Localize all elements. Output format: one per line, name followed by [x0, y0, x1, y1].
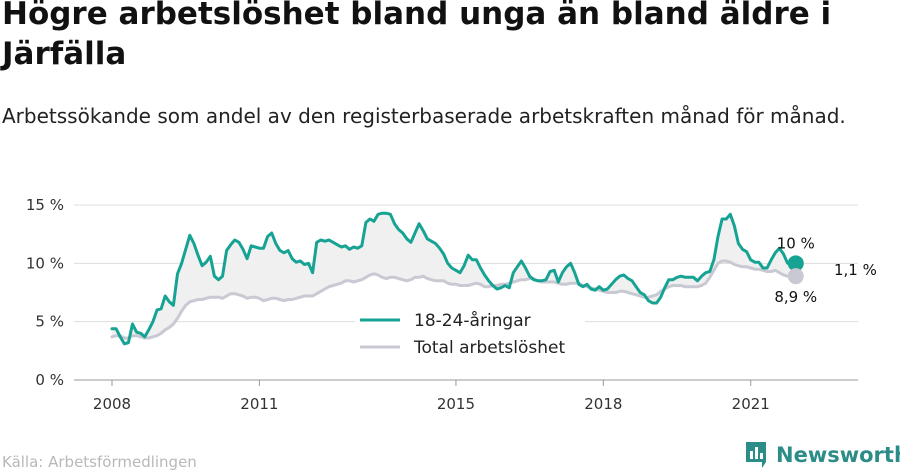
brand-name: Newsworthy — [776, 443, 900, 467]
x-tick-label: 2008 — [93, 395, 131, 413]
end-markers: 10 % 8,9 % 1,1 % — [774, 234, 877, 306]
newsworthy-logo-icon — [746, 442, 766, 468]
gap-label: 1,1 % — [834, 261, 877, 279]
y-axis: 0 % 5 % 10 % 15 % — [26, 196, 64, 389]
brand-logo: Newsworthy — [744, 440, 900, 470]
y-tick-label: 10 % — [26, 254, 64, 272]
chart-title: Högre arbetslöshet bland unga än bland ä… — [2, 0, 832, 72]
legend: 18-24-åringar Total arbetslöshet — [355, 306, 585, 364]
x-tick-label: 2015 — [437, 395, 475, 413]
legend-box — [355, 306, 585, 364]
x-tick-label: 2018 — [584, 395, 622, 413]
end-marker-young — [787, 255, 804, 272]
series-line-young — [110, 211, 798, 346]
x-axis: 2008 2011 2015 2018 2021 — [93, 380, 770, 413]
chart-subtitle: Arbetssökande som andel av den registerb… — [2, 104, 846, 128]
series-line-total — [110, 259, 798, 340]
gap-area — [112, 213, 796, 344]
end-label-young: 10 % — [777, 234, 815, 252]
y-tick-label: 5 % — [35, 313, 64, 331]
end-marker-total — [787, 268, 804, 285]
x-tick-label: 2011 — [240, 395, 278, 413]
y-tick-label: 15 % — [26, 196, 64, 214]
legend-label: 18-24-åringar — [414, 310, 531, 331]
x-tick-label: 2021 — [732, 395, 770, 413]
legend-label: Total arbetslöshet — [413, 338, 566, 358]
source-note: Källa: Arbetsförmedlingen — [2, 453, 197, 471]
end-label-total: 8,9 % — [774, 288, 817, 306]
y-tick-label: 0 % — [35, 371, 64, 389]
